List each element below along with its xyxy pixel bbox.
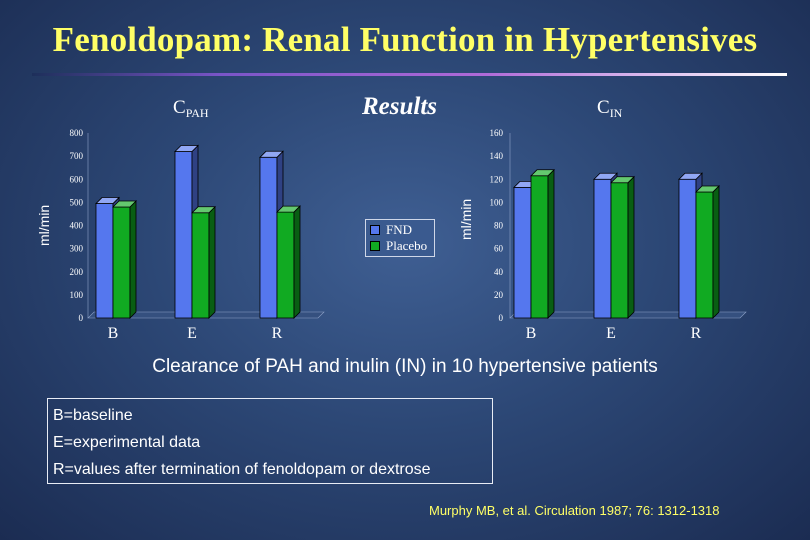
chart-caption: Clearance of PAH and inulin (IN) in 10 h… [152, 356, 658, 377]
right-chart-y-tick: 160 [490, 128, 504, 138]
right-chart-bar-placebo-e [610, 175, 635, 319]
right-chart-title-main: C [597, 97, 610, 118]
right-chart-bar-placebo-b [530, 168, 555, 319]
left-chart-bar-placebo-r [276, 205, 301, 319]
right-chart-bar-placebo-r [695, 185, 720, 319]
left-chart-y-tick: 800 [70, 128, 84, 138]
left-chart-y-tick: 0 [79, 313, 84, 323]
left-chart-category-label: B [108, 325, 119, 342]
right-chart-category-label: R [691, 325, 702, 342]
left-chart-y-tick: 400 [70, 221, 84, 231]
left-chart-category-label: R [272, 325, 283, 342]
chart-legend: FND Placebo [365, 219, 435, 257]
left-chart-y-tick: 200 [70, 267, 84, 277]
left-chart-y-tick: 300 [70, 244, 84, 254]
legend-swatch-placebo [370, 241, 380, 251]
left-chart-y-tick: 600 [70, 174, 84, 184]
slide-title: Fenoldopam: Renal Function in Hypertensi… [52, 20, 758, 59]
right-chart-category-label: B [526, 325, 537, 342]
left-chart-title-main: C [173, 97, 186, 118]
right-chart-y-tick: 140 [490, 151, 504, 161]
right-chart-title: CIN [597, 97, 622, 121]
legend-item-placebo: Placebo [370, 238, 430, 254]
right-chart-title-sub: IN [609, 106, 623, 120]
left-chart-y-tick: 500 [70, 197, 84, 207]
right-chart-y-tick: 120 [490, 174, 504, 184]
right-chart-y-tick: 20 [494, 290, 504, 300]
right-chart-y-tick: 40 [494, 267, 504, 277]
left-chart-title: CPAH [173, 97, 209, 121]
right-chart-y-tick: 60 [494, 244, 504, 254]
abbreviation-notes: B=baseline E=experimental data R=values … [47, 398, 493, 484]
right-chart-y-tick: 80 [494, 221, 504, 231]
left-chart-category-label: E [187, 325, 197, 342]
title-divider [32, 73, 787, 76]
note-termination: R=values after termination of fenoldopam… [53, 461, 431, 478]
left-chart-y-tick: 700 [70, 151, 84, 161]
legend-item-fnd: FND [370, 222, 430, 238]
legend-label-placebo: Placebo [386, 238, 428, 253]
left-chart-bar-placebo-b [112, 200, 137, 319]
legend-swatch-fnd [370, 225, 380, 235]
slide-subtitle: Results [362, 93, 438, 120]
right-chart-y-tick: 100 [490, 197, 504, 207]
legend-label-fnd: FND [386, 222, 413, 237]
note-baseline: B=baseline [53, 407, 133, 424]
left-chart-bar-placebo-e [191, 205, 216, 319]
left-chart-title-sub: PAH [185, 106, 209, 120]
note-experimental: E=experimental data [53, 434, 201, 451]
right-chart-category-label: E [606, 325, 616, 342]
left-chart-y-tick: 100 [70, 290, 84, 300]
right-chart-y-tick: 0 [499, 313, 504, 323]
citation: Murphy MB, et al. Circulation 1987; 76: … [429, 503, 720, 518]
